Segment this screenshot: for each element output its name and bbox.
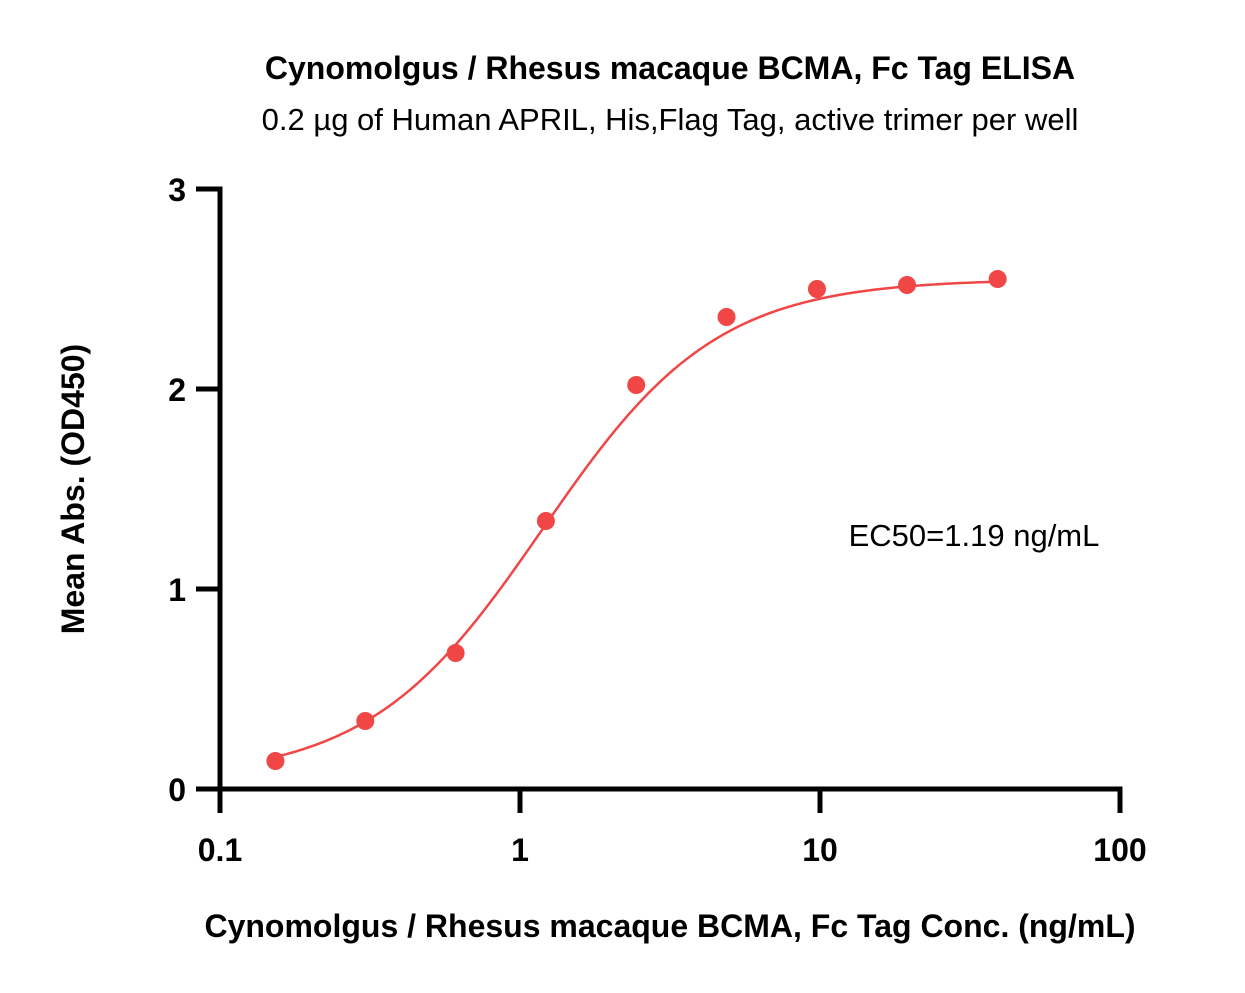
x-tick-label: 100 bbox=[1093, 832, 1146, 868]
chart-subtitle: 0.2 µg of Human APRIL, His,Flag Tag, act… bbox=[262, 102, 1079, 137]
data-points bbox=[266, 270, 1007, 770]
chart-title: Cynomolgus / Rhesus macaque BCMA, Fc Tag… bbox=[265, 50, 1075, 86]
data-point bbox=[627, 376, 646, 394]
data-point bbox=[717, 308, 736, 326]
y-axis-label: Mean Abs. (OD450) bbox=[55, 344, 91, 634]
x-tick-label: 0.1 bbox=[198, 832, 242, 868]
x-tick-label: 10 bbox=[802, 832, 838, 868]
x-axis-label: Cynomolgus / Rhesus macaque BCMA, Fc Tag… bbox=[204, 908, 1135, 944]
y-tick-label: 0 bbox=[168, 772, 186, 808]
y-tick-label: 2 bbox=[168, 372, 186, 408]
x-axis-ticks: 0.1 1 10 100 bbox=[198, 789, 1147, 868]
data-point bbox=[988, 270, 1007, 288]
y-tick-label: 3 bbox=[168, 172, 186, 208]
fit-curve bbox=[275, 280, 998, 759]
data-point bbox=[356, 712, 375, 730]
data-point bbox=[898, 276, 917, 294]
y-tick-label: 1 bbox=[168, 572, 186, 608]
data-point bbox=[536, 512, 555, 530]
x-tick-label: 1 bbox=[511, 832, 529, 868]
axes bbox=[217, 186, 1123, 792]
data-point bbox=[807, 280, 826, 298]
data-point bbox=[446, 644, 465, 662]
data-point bbox=[266, 752, 285, 770]
y-axis-ticks: 0 1 2 3 bbox=[168, 172, 220, 808]
ec50-annotation: EC50=1.19 ng/mL bbox=[849, 518, 1100, 553]
